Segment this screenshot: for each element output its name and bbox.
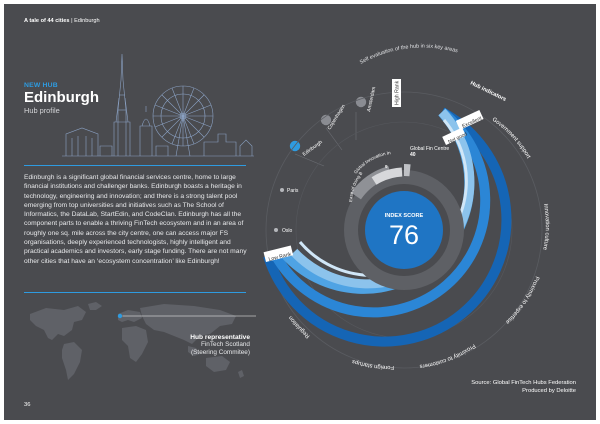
hub-kicker: NEW HUB: [24, 82, 58, 89]
low-rank-badge: Low Rank: [263, 245, 294, 263]
edinburgh-location-marker: [117, 313, 123, 319]
label-innovation-culture: Innovation culture: [541, 203, 550, 250]
hub-representative-line-1: FinTech Scotland: [200, 341, 250, 348]
hub-representative: Hub representative FinTech Scotland (Ste…: [156, 334, 250, 357]
hub-indicators-label: Hub indicators: [469, 80, 507, 103]
breadcrumb-section: Edinburgh: [74, 18, 100, 24]
hub-representative-title: Hub representative: [190, 334, 250, 341]
hub-subtitle: Hub profile: [24, 106, 60, 115]
low-rank-label: Low Rank: [268, 251, 292, 263]
excellent-tag: Excellent: [455, 109, 484, 131]
city-label-paris: Paris: [287, 188, 299, 194]
high-rank-badge: High Rank: [392, 79, 401, 107]
gfc-value: 40: [410, 152, 416, 158]
page: A tale of 44 cities | Edinburgh: [4, 4, 596, 420]
source-line-2: Produced by Deloitte: [522, 388, 576, 395]
hub-city-title: Edinburgh: [24, 89, 99, 106]
high-rank-label: High Rank: [395, 80, 401, 105]
gii-label: Global Innovation Index: [4, 4, 391, 175]
label-proximity-expertise: Proximity to expertise: [504, 275, 540, 325]
city-label-edinburgh: Edinburgh: [302, 139, 324, 157]
gfc-label: Global Fin Centre: [410, 146, 449, 152]
divider-bottom: [24, 292, 246, 293]
hub-radial-chart: INDEX SCORE 76 High Rank Low Rank Excell…: [4, 4, 550, 370]
source-credit: Source: Global FinTech Hubs Federation P…: [471, 379, 576, 396]
world-map: [30, 302, 256, 380]
gii-value: 9: [385, 164, 388, 169]
city-label-amsterdam: Amsterdam: [366, 86, 377, 112]
index-score-circle: [365, 191, 443, 269]
hub-representative-line-2: (Steering Commitee): [191, 349, 250, 357]
page-number: 36: [24, 402, 31, 408]
hub-description: Edinburgh is a significant global financ…: [24, 174, 247, 265]
ease-label: Ease of doing Business: [4, 4, 363, 202]
source-line-1: Source: Global FinTech Hubs Federation: [471, 380, 576, 386]
index-score-value: 76: [389, 220, 419, 250]
breadcrumb-separator: |: [71, 18, 73, 24]
self-eval-label: Self evaluation of the hub in six key ar…: [359, 44, 459, 66]
divider-top: [24, 165, 246, 166]
city-label-oslo: Oslo: [282, 228, 293, 234]
index-score-label: INDEX SCORE: [385, 213, 424, 219]
breadcrumb: A tale of 44 cities | Edinburgh: [24, 18, 100, 24]
label-government-support: Government support: [491, 117, 531, 160]
label-foreign-startups: Foreign startups: [351, 358, 394, 370]
label-proximity-customers: Proximity to customers: [419, 342, 476, 369]
report-title: A tale of 44 cities: [24, 18, 70, 24]
edinburgh-skyline-illustration: [62, 53, 254, 157]
